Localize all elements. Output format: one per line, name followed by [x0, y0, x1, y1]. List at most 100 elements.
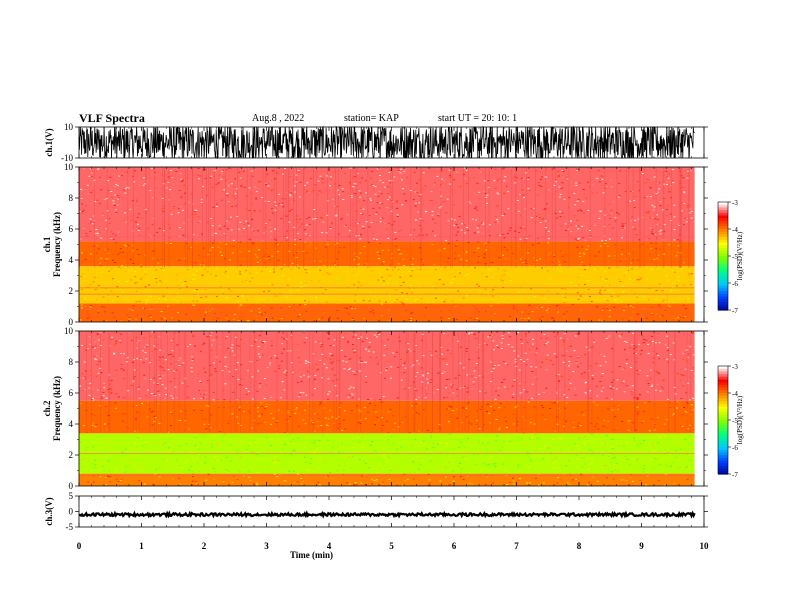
- spectrogram-ch1-speckle: [465, 251, 468, 253]
- spectrogram-ch1-speckle: [303, 302, 306, 304]
- spectrogram-ch1-speckle: [491, 295, 494, 297]
- spectrogram-ch2-speckle: [607, 386, 610, 388]
- spectrogram-ch2-speckle: [651, 340, 654, 342]
- spectrogram-ch1-speckle: [211, 319, 214, 320]
- spectrogram-ch1-speckle: [656, 225, 659, 227]
- spectrogram-ch1-speckle: [495, 249, 498, 251]
- spectrogram-ch2-speckle: [529, 482, 531, 484]
- spectrogram-ch1-speckle: [422, 259, 424, 261]
- spectrogram-ch2-speckle: [647, 353, 650, 354]
- spectrogram-ch1-speckle: [328, 316, 331, 318]
- spectrogram-ch2-speckle: [459, 346, 462, 348]
- spectrogram-ch1-speckle: [81, 211, 84, 213]
- spectrogram-ch1-speckle: [223, 233, 226, 234]
- spectrogram-ch1-speckle: [184, 268, 187, 270]
- spectrogram-ch1-speckle: [409, 190, 412, 191]
- spectrogram-ch1-speckle: [299, 305, 302, 307]
- spectrogram-ch1-speckle: [303, 241, 306, 243]
- spectrogram-ch1-speckle: [527, 313, 530, 315]
- spectrogram-ch1-speckle: [455, 171, 458, 173]
- spectrogram-ch2-speckle: [360, 444, 363, 446]
- spectrogram-ch1-speckle: [256, 261, 259, 263]
- spectrogram-ch1-speckle: [110, 238, 113, 239]
- spectrogram-ch1-speckle: [629, 305, 632, 307]
- spectrogram-ch2-speckle: [274, 471, 277, 472]
- spectrogram-ch1-speckle: [410, 312, 413, 314]
- spectrogram-ch1-speckle: [154, 278, 157, 280]
- spectrogram-ch1-speckle: [648, 210, 651, 212]
- spectrogram-ch2-speckle: [262, 341, 265, 342]
- spectrogram-ch2-speckle: [99, 332, 102, 334]
- spectrogram-ch1-speckle: [541, 176, 544, 178]
- spectrogram-ch1-speckle: [336, 206, 339, 208]
- spectrogram-ch1-speckle: [96, 195, 99, 197]
- spectrogram-ch1-speckle: [118, 175, 121, 177]
- spectrogram-ch1-speckle: [365, 263, 368, 265]
- spectrogram-ch1-speckle: [655, 193, 658, 195]
- spectrogram-ch1-speckle: [180, 180, 183, 182]
- spectrogram-ch1-speckle: [649, 186, 652, 188]
- spectrogram-ch1-speckle: [554, 272, 557, 273]
- spectrogram-ch1-speckle: [476, 283, 478, 285]
- spectrogram-ch2-speckle: [600, 375, 603, 377]
- spectrogram-ch2-speckle: [195, 483, 198, 484]
- spectrogram-ch1-speckle: [534, 222, 537, 224]
- spectrogram-ch2-speckle: [468, 422, 470, 424]
- spectrogram-ch1-speckle: [279, 307, 282, 309]
- spectrogram-ch2-speckle: [452, 480, 455, 482]
- spectrogram-ch2-speckle: [216, 444, 219, 446]
- spectrogram-ch2-speckle: [486, 451, 489, 453]
- spectrogram-ch1-speckle: [84, 297, 87, 299]
- spectrogram-ch1-speckle: [503, 237, 506, 239]
- spectrogram-ch2-speckle: [631, 394, 633, 396]
- spectrogram-ch2-speckle: [639, 370, 641, 371]
- spectrogram-ch1-speckle: [582, 189, 585, 191]
- spectrogram-ch2-speckle: [422, 416, 425, 418]
- spectrogram-ch1-speckle: [476, 209, 479, 211]
- spectrogram-ch1-speckle: [271, 317, 274, 319]
- spectrogram-ch1-speckle: [281, 209, 284, 211]
- spectrogram-ch2-speckle: [611, 348, 614, 350]
- spectrogram-ch2-speckle: [264, 408, 267, 410]
- spectrogram-ch2-speckle: [438, 386, 441, 388]
- spectrogram-ch2-speckle: [652, 446, 655, 448]
- spectrogram-ch2-speckle: [601, 410, 603, 412]
- spectrogram-ch2-speckle: [307, 376, 310, 378]
- spectrogram-ch1-speckle: [529, 190, 532, 192]
- spectrogram-ch2-speckle: [552, 438, 555, 440]
- spectrogram-ch2-speckle: [166, 431, 169, 433]
- spectrogram-ch2-speckle: [229, 444, 232, 446]
- spectrogram-ch1-speckle: [474, 207, 477, 209]
- spectrogram-ch1-speckle: [124, 270, 127, 272]
- spectrogram-ch1-speckle: [405, 319, 408, 321]
- spectrogram-ch1-speckle: [145, 303, 148, 305]
- spectrogram-ch1-speckle: [197, 222, 200, 224]
- spectrogram-ch2-speckle: [589, 438, 592, 440]
- spectrogram-ch1-speckle: [527, 252, 530, 254]
- spectrogram-ch1-speckle: [235, 205, 237, 207]
- spectrogram-ch1-speckle: [253, 210, 256, 212]
- spectrogram-ch2-speckle: [279, 397, 282, 399]
- spectrogram-ch1-speckle: [172, 206, 175, 207]
- spectrogram-ch1-speckle: [85, 232, 88, 234]
- spectrogram-ch1-speckle: [81, 289, 84, 291]
- spectrogram-ch1-speckle: [679, 316, 682, 318]
- spectrogram-ch1-speckle: [533, 257, 536, 259]
- spectrogram-ch1-speckle: [349, 167, 352, 169]
- spectrogram-ch1-speckle: [507, 208, 510, 210]
- spectrogram-ch1-speckle: [687, 314, 690, 316]
- spectrogram-ch1-speckle: [464, 274, 466, 276]
- spectrogram-ch1-speckle: [199, 263, 202, 265]
- spectrogram-ch2-speckle: [506, 401, 509, 403]
- spectrogram-ch2-speckle: [135, 336, 138, 338]
- spectrogram-ch2-speckle: [95, 375, 98, 377]
- spectrogram-ch1-speckle: [250, 310, 253, 312]
- spectrogram-ch2-speckle: [467, 396, 470, 397]
- spectrogram-ch2-speckle: [655, 370, 657, 372]
- spectrogram-ch1-speckle: [278, 202, 281, 204]
- spectrogram-ch1-speckle: [309, 178, 312, 180]
- spectrogram-ch1-speckle: [164, 318, 167, 320]
- spectrogram-ch1-speckle: [389, 278, 391, 279]
- spectrogram-ch2-speckle: [598, 470, 601, 472]
- spectrogram-ch2-speckle: [557, 374, 560, 376]
